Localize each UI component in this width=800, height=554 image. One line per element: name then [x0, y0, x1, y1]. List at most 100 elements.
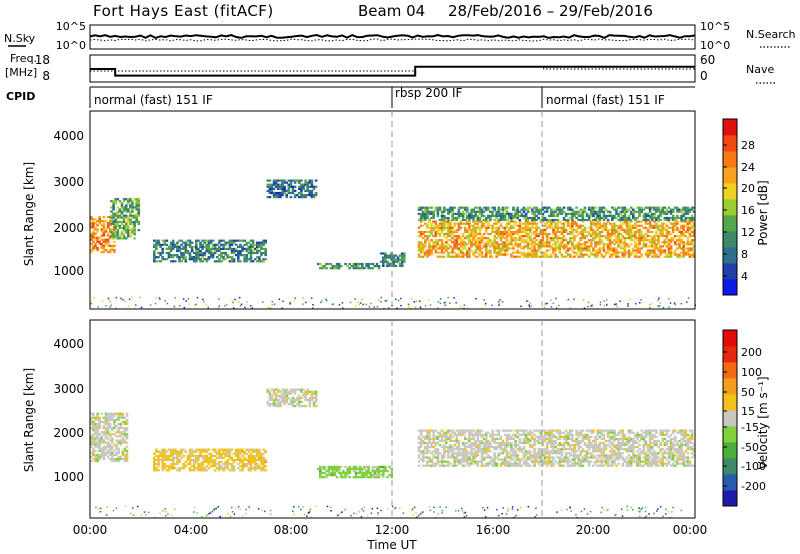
- power-cells-cell: [434, 232, 438, 236]
- power-cells-cell: [564, 245, 568, 248]
- power-cells-cell: [684, 206, 688, 209]
- power-cells-cell: [153, 254, 156, 257]
- power-cells-cell: [573, 247, 576, 250]
- power-cells-cell: [623, 245, 627, 248]
- freq-tick-top: 18: [35, 53, 50, 67]
- power-cells-cell: [300, 189, 303, 192]
- vel-cells-cell: [241, 450, 244, 453]
- power-cells-cell: [400, 254, 404, 257]
- vel-cells-cell: [472, 456, 475, 459]
- power-cells-cell: [478, 210, 482, 213]
- power-cells-cell: [484, 249, 488, 252]
- power-cells-cell: [573, 298, 575, 300]
- vel-cells-cell: [226, 467, 230, 470]
- vel-cells-cell: [386, 469, 389, 473]
- power-cells-cell: [669, 222, 673, 225]
- power-cells-cell: [110, 214, 113, 217]
- vel-cells-cell: [508, 444, 511, 447]
- power-cells-cell: [287, 189, 291, 192]
- vel-cells-cell: [491, 431, 494, 434]
- vel-cells-cell: [447, 454, 450, 457]
- power-cells-cell: [484, 237, 488, 240]
- power-cells-cell: [90, 236, 93, 239]
- vel-cells-cell: [312, 405, 316, 408]
- power-cells-cell: [122, 229, 126, 232]
- power-cells-cell: [361, 265, 364, 268]
- vel-cells-cell: [510, 429, 513, 432]
- power-cells-cell: [505, 249, 509, 252]
- vel-cells-cell: [442, 460, 446, 463]
- power-cells-cell: [629, 298, 631, 301]
- power-cells-cell: [650, 237, 654, 240]
- vel-cells-cell: [203, 450, 206, 453]
- power-cells-cell: [668, 306, 670, 308]
- power-cells-cell: [665, 210, 669, 213]
- power-cells-cell: [289, 301, 291, 304]
- power-cells-cell: [608, 247, 612, 250]
- vel-cells-cell: [470, 450, 473, 453]
- power-cells-cell: [186, 239, 190, 242]
- power-cells-cell: [207, 256, 211, 259]
- power-cells-cell: [112, 214, 115, 217]
- power-cells-cell: [510, 218, 513, 222]
- vel-cells-cell: [108, 439, 112, 442]
- power-cells-cell: [535, 226, 538, 229]
- power-cells-cell: [188, 241, 192, 244]
- power-cells-cell: [661, 230, 664, 234]
- power-cells-cell: [667, 247, 671, 250]
- vel-cells-cell: [501, 439, 505, 443]
- power-cells-cell: [279, 196, 282, 199]
- vel-cells-cell: [495, 441, 498, 445]
- power-cells-cell: [209, 249, 213, 253]
- power-cells-cell: [491, 304, 493, 307]
- power-cells-cell: [419, 243, 423, 246]
- power-cells-cell: [281, 183, 284, 186]
- power-cells-cell: [484, 228, 488, 231]
- vel-cells-cell: [358, 467, 362, 470]
- vel-cells-cell: [121, 453, 125, 456]
- vel-cells-cell: [249, 452, 253, 455]
- vel-cells-cell: [453, 456, 456, 459]
- power-cells-cell: [606, 245, 610, 248]
- power-cells-cell: [625, 251, 629, 254]
- vel-cells-cell: [119, 439, 122, 442]
- vel-cells-cell: [92, 425, 95, 428]
- power-cells-cell: [516, 216, 519, 220]
- vel-cells-cell: [279, 405, 282, 408]
- vel-cells-cell: [237, 458, 240, 462]
- vel-cells-cell: [505, 429, 509, 432]
- power-cells-cell: [682, 208, 685, 211]
- power-colorbar-segment: [723, 279, 737, 296]
- vel-cells-cell: [104, 445, 108, 448]
- power-cells-cell: [90, 224, 93, 227]
- power-cells-cell: [472, 216, 475, 220]
- vel-cells-cell: [188, 463, 192, 466]
- vel-cells-cell: [535, 439, 538, 443]
- vel-cells-cell: [211, 463, 215, 466]
- vel-cells-cell: [176, 458, 179, 462]
- power-cells-cell: [137, 210, 141, 213]
- vel-cells-cell: [348, 471, 351, 475]
- power-cells-cell: [232, 301, 234, 304]
- power-cells-cell: [560, 239, 564, 242]
- power-cells-cell: [335, 267, 339, 270]
- vel-cells-cell: [94, 427, 97, 430]
- vel-cells-cell: [537, 439, 540, 443]
- power-cells-cell: [533, 214, 536, 217]
- vel-cells-cell: [321, 467, 324, 470]
- vel-cells-cell: [90, 416, 93, 419]
- vel-cells-cell: [390, 467, 393, 470]
- vel-cells-cell: [298, 400, 301, 404]
- power-cells-cell: [686, 249, 690, 252]
- vel-cells-cell: [430, 444, 433, 447]
- power-cells-cell: [611, 224, 614, 227]
- vel-cells-cell: [524, 450, 528, 453]
- power-cells-cell: [92, 220, 95, 223]
- vel-cells-cell: [239, 456, 242, 459]
- power-cells-cell: [524, 245, 528, 248]
- power-cells-cell: [682, 228, 685, 231]
- power-cells-cell: [281, 189, 284, 192]
- power-cells-cell: [657, 255, 660, 258]
- power-cells-cell: [124, 214, 128, 217]
